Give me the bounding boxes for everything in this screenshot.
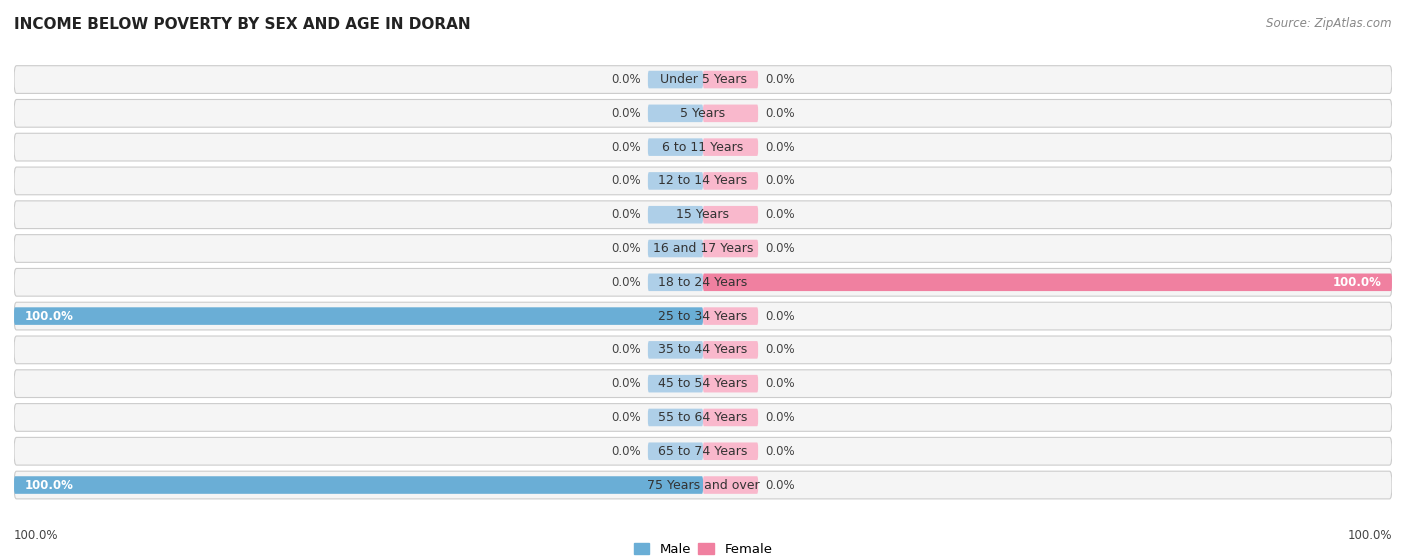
Text: 0.0%: 0.0% — [612, 208, 641, 221]
Text: Under 5 Years: Under 5 Years — [659, 73, 747, 86]
Text: 0.0%: 0.0% — [612, 107, 641, 120]
FancyBboxPatch shape — [703, 341, 758, 359]
FancyBboxPatch shape — [648, 273, 703, 291]
Text: 0.0%: 0.0% — [765, 73, 794, 86]
FancyBboxPatch shape — [703, 409, 758, 427]
Text: 12 to 14 Years: 12 to 14 Years — [658, 174, 748, 187]
FancyBboxPatch shape — [14, 235, 1392, 262]
Text: 0.0%: 0.0% — [765, 411, 794, 424]
FancyBboxPatch shape — [14, 307, 703, 325]
Text: 0.0%: 0.0% — [612, 377, 641, 390]
Text: Source: ZipAtlas.com: Source: ZipAtlas.com — [1267, 17, 1392, 30]
Text: 100.0%: 100.0% — [24, 310, 73, 323]
Text: 0.0%: 0.0% — [765, 141, 794, 154]
FancyBboxPatch shape — [648, 240, 703, 257]
Legend: Male, Female: Male, Female — [628, 537, 778, 559]
Text: 35 to 44 Years: 35 to 44 Years — [658, 343, 748, 357]
FancyBboxPatch shape — [703, 307, 758, 325]
Text: 0.0%: 0.0% — [765, 445, 794, 458]
FancyBboxPatch shape — [703, 138, 758, 156]
FancyBboxPatch shape — [14, 100, 1392, 127]
Text: 0.0%: 0.0% — [765, 377, 794, 390]
FancyBboxPatch shape — [14, 471, 1392, 499]
Text: 0.0%: 0.0% — [765, 174, 794, 187]
Text: 5 Years: 5 Years — [681, 107, 725, 120]
Text: 0.0%: 0.0% — [765, 208, 794, 221]
Text: 16 and 17 Years: 16 and 17 Years — [652, 242, 754, 255]
FancyBboxPatch shape — [703, 206, 758, 224]
Text: 0.0%: 0.0% — [612, 276, 641, 289]
FancyBboxPatch shape — [648, 206, 703, 224]
FancyBboxPatch shape — [648, 375, 703, 392]
Text: 0.0%: 0.0% — [612, 141, 641, 154]
Text: 0.0%: 0.0% — [612, 73, 641, 86]
FancyBboxPatch shape — [14, 201, 1392, 229]
Text: 18 to 24 Years: 18 to 24 Years — [658, 276, 748, 289]
Text: 0.0%: 0.0% — [612, 445, 641, 458]
Text: 0.0%: 0.0% — [612, 411, 641, 424]
Text: 0.0%: 0.0% — [765, 310, 794, 323]
FancyBboxPatch shape — [648, 71, 703, 88]
Text: 0.0%: 0.0% — [765, 479, 794, 491]
FancyBboxPatch shape — [648, 341, 703, 359]
FancyBboxPatch shape — [14, 437, 1392, 465]
FancyBboxPatch shape — [703, 240, 758, 257]
Text: 25 to 34 Years: 25 to 34 Years — [658, 310, 748, 323]
FancyBboxPatch shape — [648, 409, 703, 427]
Text: 100.0%: 100.0% — [1333, 276, 1382, 289]
Text: 0.0%: 0.0% — [612, 242, 641, 255]
FancyBboxPatch shape — [14, 336, 1392, 364]
FancyBboxPatch shape — [14, 268, 1392, 296]
Text: 0.0%: 0.0% — [612, 343, 641, 357]
Text: 65 to 74 Years: 65 to 74 Years — [658, 445, 748, 458]
FancyBboxPatch shape — [703, 71, 758, 88]
FancyBboxPatch shape — [703, 172, 758, 190]
Text: 100.0%: 100.0% — [14, 529, 59, 542]
Text: 0.0%: 0.0% — [765, 242, 794, 255]
FancyBboxPatch shape — [14, 167, 1392, 195]
FancyBboxPatch shape — [14, 476, 703, 494]
FancyBboxPatch shape — [703, 476, 758, 494]
FancyBboxPatch shape — [648, 172, 703, 190]
FancyBboxPatch shape — [703, 375, 758, 392]
Text: 55 to 64 Years: 55 to 64 Years — [658, 411, 748, 424]
Text: 0.0%: 0.0% — [612, 174, 641, 187]
FancyBboxPatch shape — [648, 443, 703, 460]
Text: 75 Years and over: 75 Years and over — [647, 479, 759, 491]
FancyBboxPatch shape — [703, 273, 1392, 291]
Text: 0.0%: 0.0% — [765, 107, 794, 120]
Text: 45 to 54 Years: 45 to 54 Years — [658, 377, 748, 390]
Text: INCOME BELOW POVERTY BY SEX AND AGE IN DORAN: INCOME BELOW POVERTY BY SEX AND AGE IN D… — [14, 17, 471, 32]
Text: 6 to 11 Years: 6 to 11 Years — [662, 141, 744, 154]
Text: 15 Years: 15 Years — [676, 208, 730, 221]
FancyBboxPatch shape — [14, 302, 1392, 330]
FancyBboxPatch shape — [648, 105, 703, 122]
FancyBboxPatch shape — [14, 66, 1392, 93]
Text: 100.0%: 100.0% — [24, 479, 73, 491]
FancyBboxPatch shape — [14, 133, 1392, 161]
Text: 0.0%: 0.0% — [765, 343, 794, 357]
FancyBboxPatch shape — [703, 105, 758, 122]
FancyBboxPatch shape — [703, 443, 758, 460]
FancyBboxPatch shape — [14, 404, 1392, 432]
FancyBboxPatch shape — [14, 370, 1392, 397]
Text: 100.0%: 100.0% — [1347, 529, 1392, 542]
FancyBboxPatch shape — [648, 138, 703, 156]
